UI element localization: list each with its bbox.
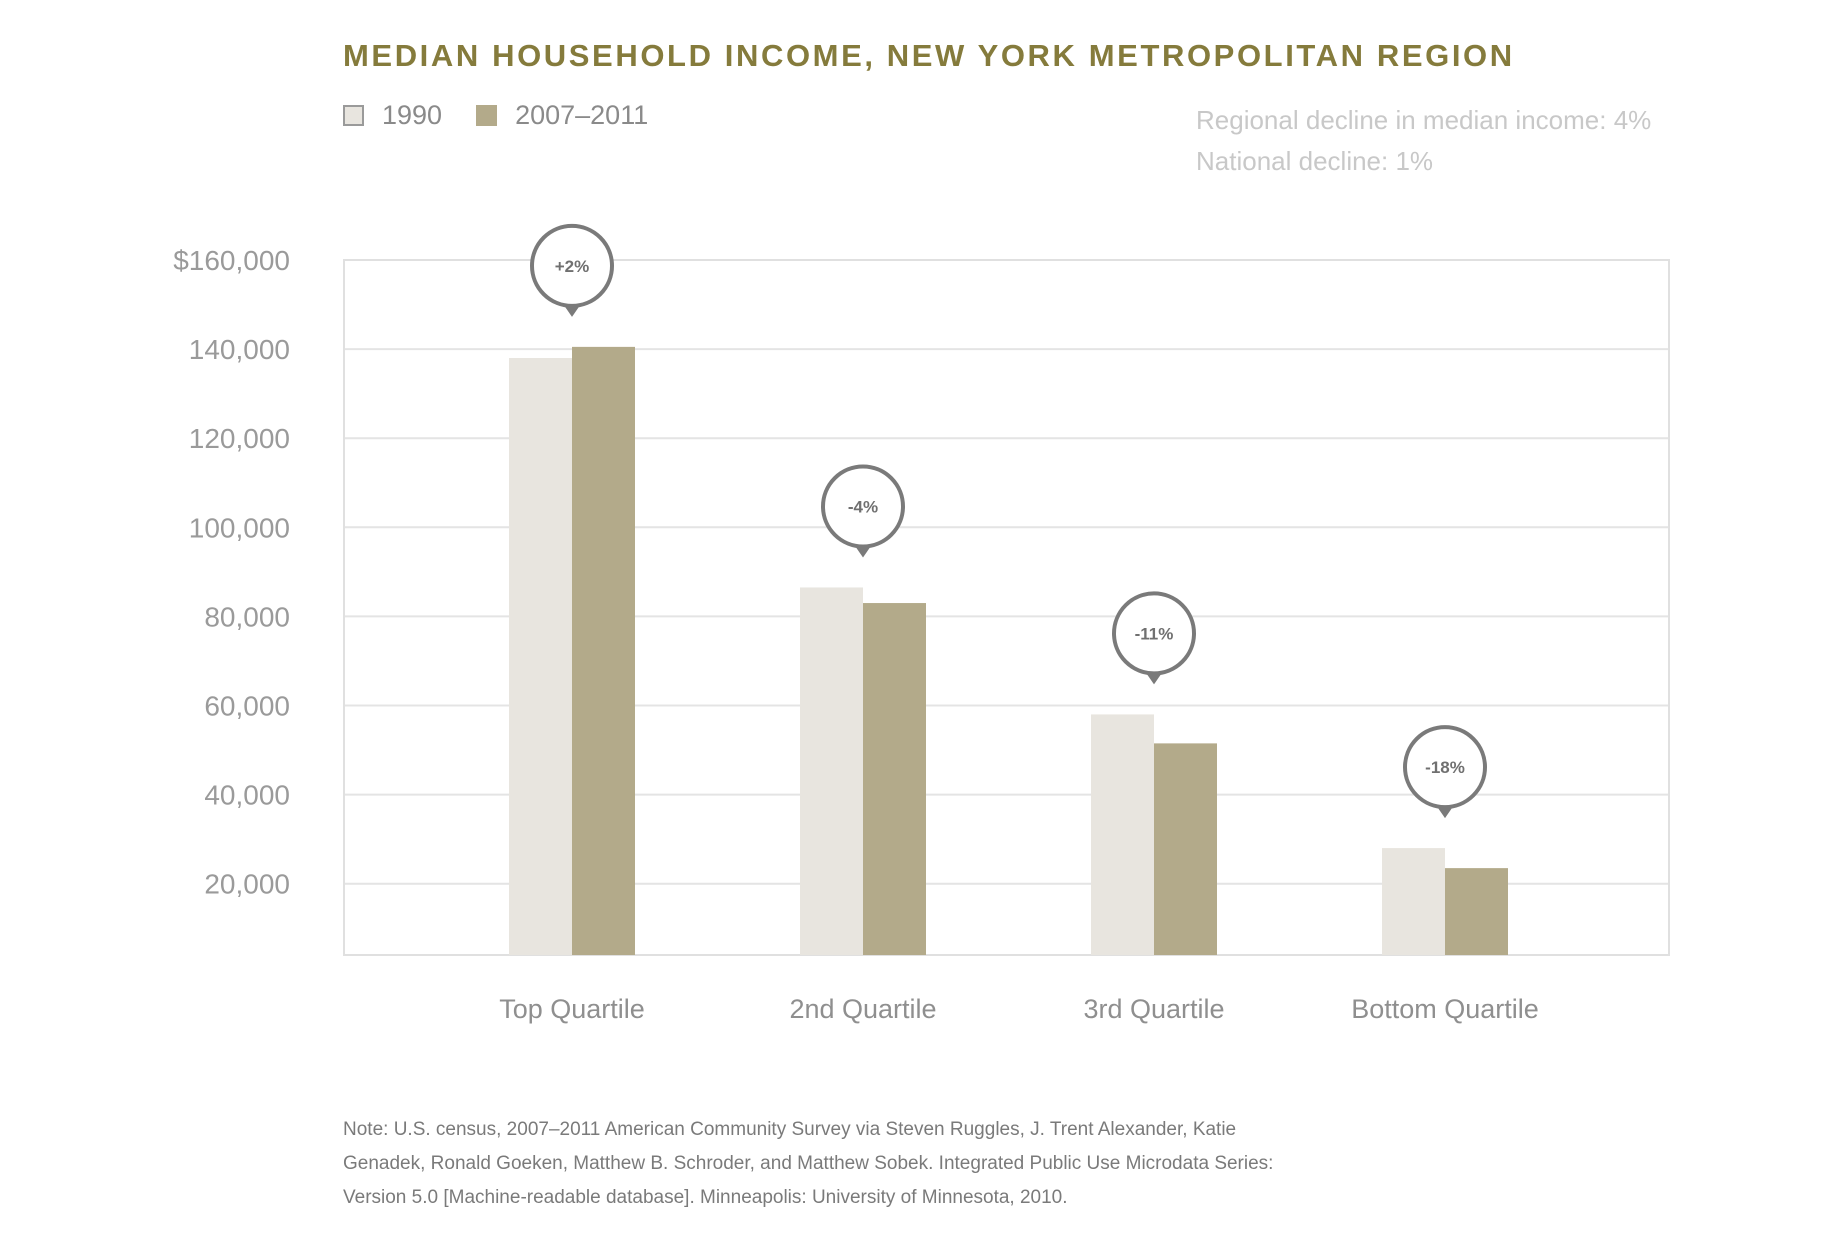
change-label: -11% [1135,624,1174,643]
bar [509,358,572,955]
summary-note: Regional decline in median income: 4% Na… [1196,100,1651,182]
chart-title: MEDIAN HOUSEHOLD INCOME, NEW YORK METROP… [343,38,1515,73]
y-tick-label: 60,000 [204,691,290,722]
y-tick-label: 140,000 [189,334,290,365]
change-label: +2% [555,257,590,276]
legend-label-2007-2011: 2007–2011 [515,100,649,130]
x-tick-label: 2nd Quartile [789,994,936,1024]
x-tick-label: Bottom Quartile [1351,994,1539,1024]
y-tick-label: 120,000 [189,423,290,454]
change-bubble [1112,591,1196,676]
plot-frame [343,259,1670,956]
bar [1091,714,1154,955]
x-tick-label: 3rd Quartile [1083,994,1224,1024]
regional-decline-text: Regional decline in median income: 4% [1196,105,1652,135]
change-label: -18% [1425,758,1465,777]
change-label: -4% [848,497,878,516]
y-tick-label: 20,000 [204,869,290,900]
y-tick-label: 40,000 [204,780,290,811]
bar [1382,848,1445,955]
y-tick-label: 100,000 [189,512,290,543]
y-tick-label: $160,000 [173,245,290,276]
x-tick-label: Top Quartile [499,994,645,1024]
source-note: Note: U.S. census, 2007–2011 American Co… [343,1119,1274,1208]
legend-item-2007-2011: 2007–2011 [476,100,648,131]
bar [572,346,635,955]
legend-label-1990: 1990 [382,100,443,130]
change-bubble [1403,725,1487,810]
bar [800,587,863,955]
legend-swatch-2007-2011 [476,105,498,126]
bar [1154,743,1217,955]
legend-swatch-1990 [343,105,364,126]
bar [1445,868,1508,955]
legend-item-1990: 1990 [343,100,442,131]
bar [863,603,926,955]
change-bubble [821,464,905,549]
change-bubble [530,223,614,308]
legend: 1990 2007–2011 [343,100,682,131]
national-decline-text: National decline: 1% [1196,146,1434,176]
y-tick-label: 80,000 [204,601,290,632]
